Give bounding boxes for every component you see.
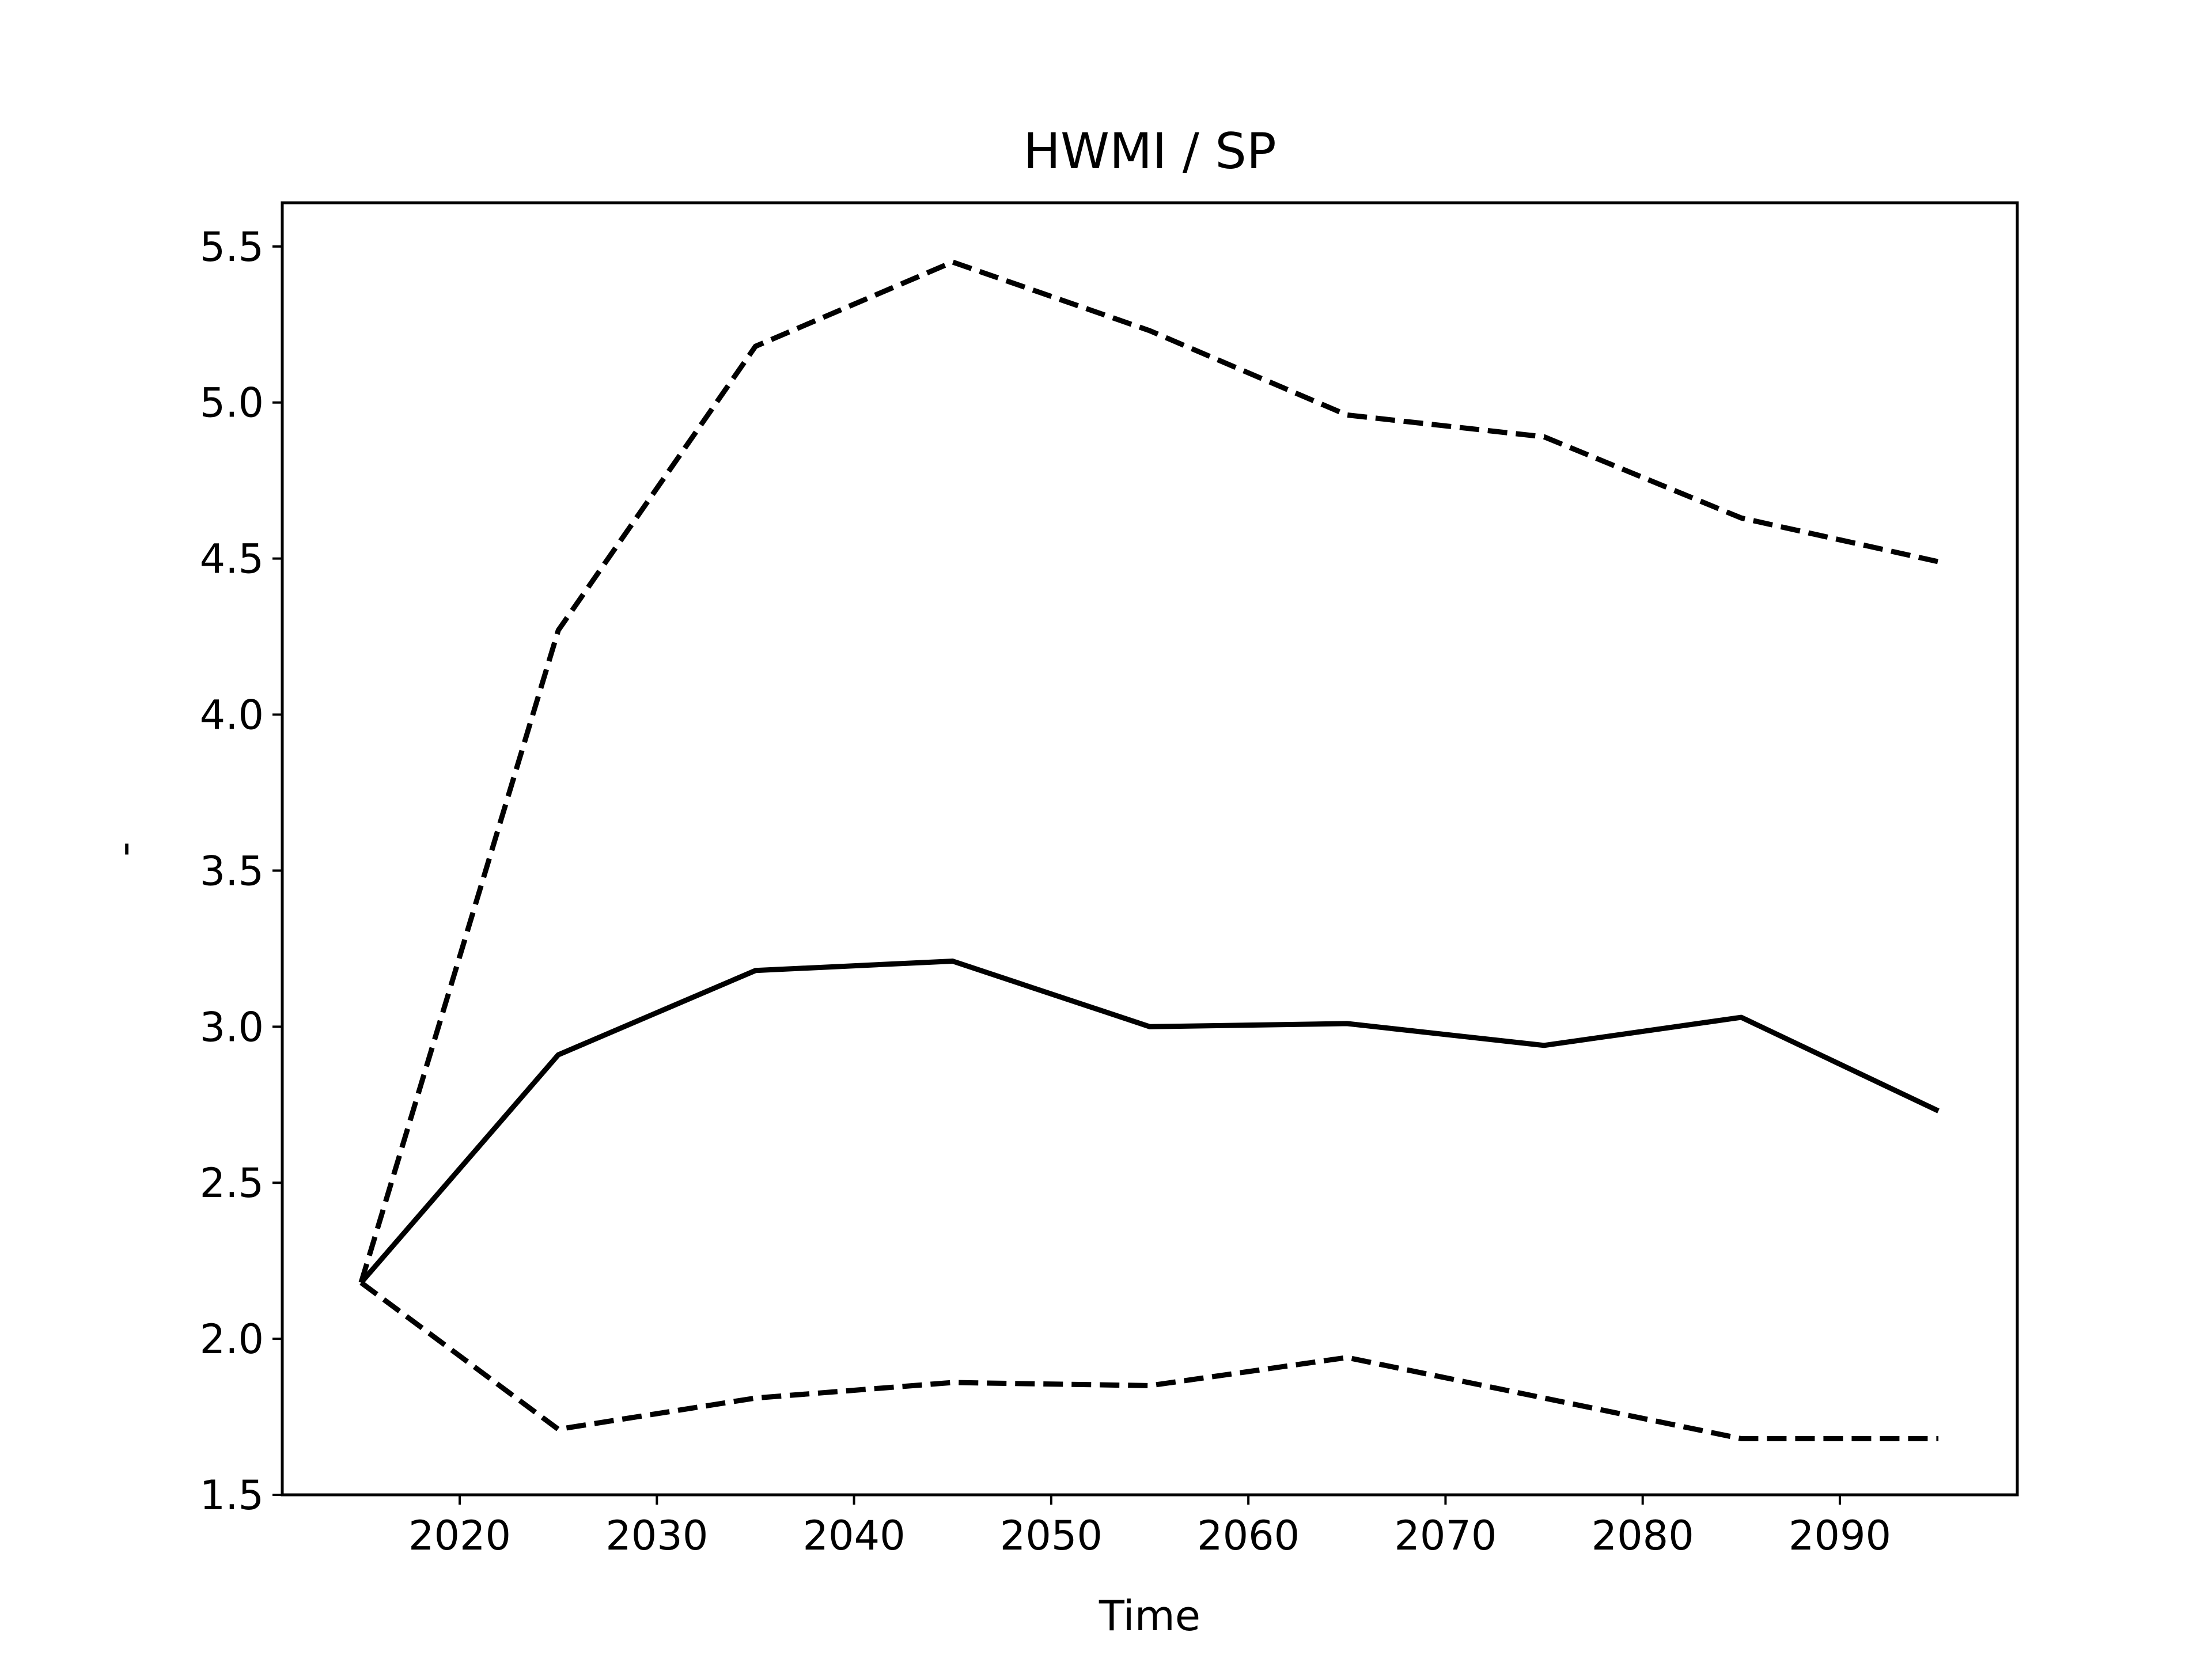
y-axis-label: - [100,842,148,857]
chart-title: HWMI / SP [1023,123,1276,180]
x-tick-label: 2080 [1592,1512,1694,1559]
series-line-1 [359,959,1940,1285]
y-tick-label: 4.0 [200,692,264,739]
axes-frame [281,201,2019,1497]
x-tick-label: 2090 [1789,1512,1891,1559]
plot-area [358,259,1940,1441]
x-tick-label: 2040 [803,1512,906,1559]
x-tick-label: 2030 [605,1512,708,1559]
y-tick-label: 3.0 [200,1003,264,1051]
y-tick-label: 3.5 [200,847,264,895]
y-tick-label: 2.0 [200,1316,264,1363]
x-tick-label: 2050 [1000,1512,1103,1559]
series-line-2 [358,259,1940,1283]
x-tick-label: 2060 [1197,1512,1300,1559]
y-tick-label: 2.5 [200,1160,264,1207]
x-tick-label: 2020 [408,1512,511,1559]
y-tick-label: 4.5 [200,536,264,583]
series-line-3 [359,1280,1939,1441]
y-tick-label: 5.5 [200,224,264,271]
y-tick-label: 5.0 [200,380,264,427]
x-axis-label: Time [1099,1592,1200,1640]
x-tick-label: 2070 [1394,1512,1497,1559]
y-tick-label: 1.5 [200,1472,264,1519]
x-axis: 2020 2030 2040 2050 2060 2070 2080 2090 [408,1495,1891,1559]
y-axis: 1.5 2.0 2.5 3.0 3.5 4.0 4.5 5.0 5.5 [200,224,282,1519]
